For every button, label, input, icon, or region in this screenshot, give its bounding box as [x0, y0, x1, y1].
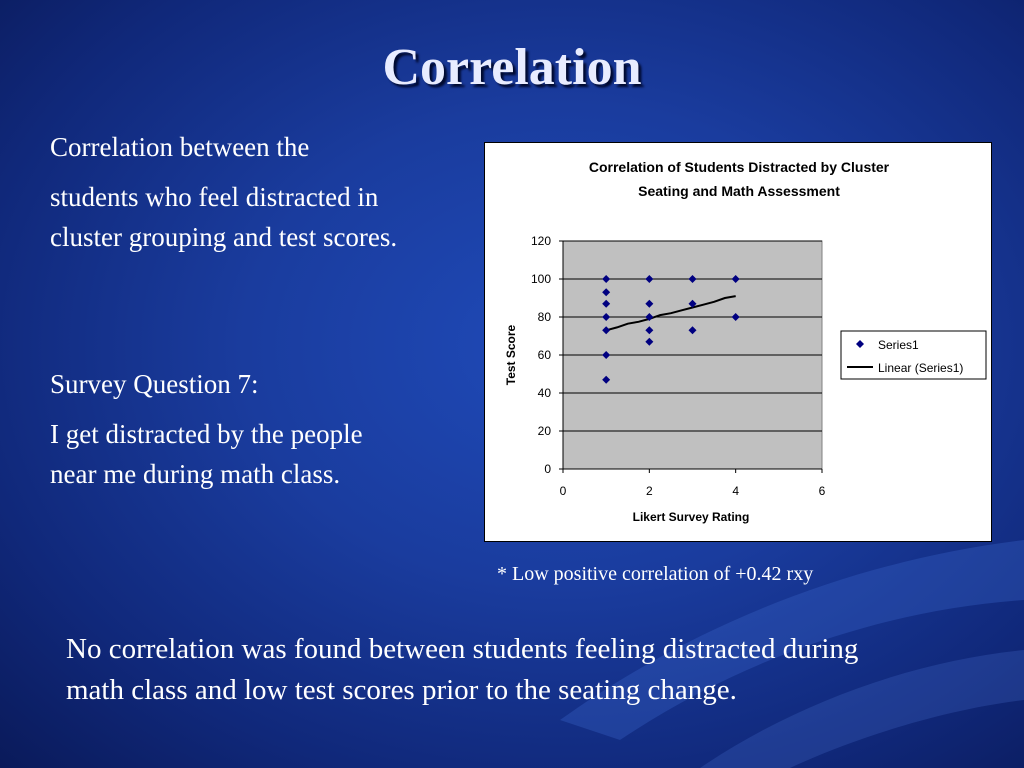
- data-point: [688, 275, 697, 283]
- data-point: [602, 326, 611, 335]
- chart-title-line-2: Seating and Math Assessment: [638, 183, 840, 199]
- data-point: [645, 326, 654, 335]
- conclusion-text-line: math class and low test scores prior to …: [66, 674, 737, 706]
- data-point: [688, 326, 697, 335]
- y-tick-label: 60: [538, 348, 552, 362]
- intro-text-line: cluster grouping and test scores.: [50, 222, 398, 252]
- x-axis-label: Likert Survey Rating: [633, 510, 750, 524]
- y-tick-label: 0: [544, 462, 551, 476]
- y-tick-label: 120: [531, 234, 551, 248]
- axes: [559, 240, 823, 473]
- data-point: [602, 313, 611, 321]
- legend-box: [840, 330, 987, 380]
- data-point: [602, 375, 611, 384]
- y-tick-label: 20: [538, 424, 552, 438]
- x-tick-label: 0: [560, 484, 567, 498]
- survey-question-text: I get distracted by the people: [50, 419, 363, 449]
- x-tick-label: 2: [646, 484, 653, 498]
- y-tick-label: 40: [538, 386, 552, 400]
- data-point: [731, 313, 740, 321]
- data-point: [645, 275, 654, 283]
- survey-question-heading: Survey Question 7:: [50, 369, 259, 399]
- x-tick-label: 4: [732, 484, 739, 498]
- y-tick-label: 100: [531, 272, 551, 286]
- y-axis-label: Test Score: [504, 324, 518, 385]
- legend-series-marker: [856, 340, 864, 348]
- data-point: [602, 288, 611, 297]
- legend-series-label: Series1: [878, 338, 919, 352]
- data-point: [602, 351, 611, 359]
- data-point: [602, 299, 611, 308]
- x-tick-label: 6: [819, 484, 826, 498]
- survey-question-text: near me during math class.: [50, 459, 341, 489]
- chart-svg: Correlation of Students Distracted by Cl…: [504, 159, 987, 524]
- tick-labels: 0 20 40 60 80 100 120 0 2 4 6: [531, 234, 826, 498]
- trendline: [605, 295, 736, 332]
- data-point: [645, 299, 654, 308]
- intro-text-line: students who feel distracted in: [50, 182, 379, 212]
- data-point: [688, 299, 697, 308]
- data-point: [602, 275, 611, 283]
- chart-title-line-1: Correlation of Students Distracted by Cl…: [589, 159, 890, 175]
- data-point: [645, 313, 654, 321]
- data-point: [731, 275, 740, 283]
- slide-title: Correlation: [382, 39, 642, 96]
- data-point: [645, 337, 654, 346]
- data-points: [602, 275, 740, 384]
- correlation-footnote: * Low positive correlation of +0.42 rxy: [497, 563, 814, 585]
- conclusion-text-line: No correlation was found between student…: [66, 633, 859, 665]
- legend: Series1 Linear (Series1): [840, 330, 987, 380]
- legend-trendline-label: Linear (Series1): [878, 361, 963, 375]
- scatter-chart: Correlation of Students Distracted by Cl…: [484, 142, 992, 542]
- y-tick-label: 80: [538, 310, 552, 324]
- intro-text-line: Correlation between the: [50, 132, 310, 162]
